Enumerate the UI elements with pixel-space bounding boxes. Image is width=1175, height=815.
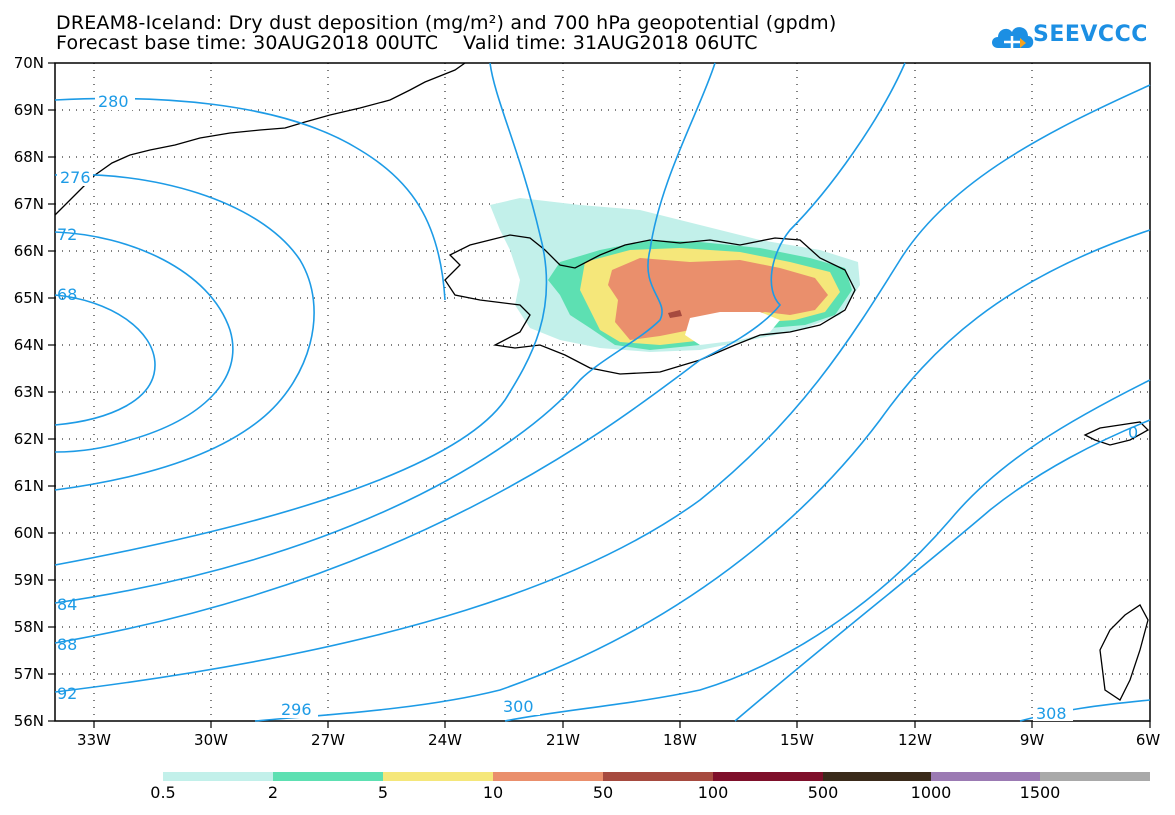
- contour-272: [54, 231, 234, 453]
- lat-label: 56N: [14, 712, 44, 730]
- colorbar-label: 1000: [910, 783, 952, 802]
- lon-label: 27W: [311, 731, 345, 749]
- contour-a: [54, 62, 548, 566]
- contour-276: [54, 173, 315, 491]
- lat-label: 66N: [14, 242, 44, 260]
- contour-label: 308: [1036, 704, 1067, 723]
- contour-label: 92: [57, 684, 77, 703]
- iceland-coast: [444, 234, 856, 375]
- lon-label: 15W: [780, 731, 814, 749]
- lat-label: 65N: [14, 289, 44, 307]
- lon-label: 18W: [663, 731, 697, 749]
- lon-label: 9W: [1020, 731, 1045, 749]
- logo-text: SEEVCCC: [1033, 22, 1148, 47]
- lat-label: 58N: [14, 618, 44, 636]
- contour-label: 0: [1128, 423, 1138, 442]
- contour-label: 280: [98, 92, 129, 111]
- dust-deposition-field: [490, 198, 860, 352]
- colorbar-swatch: [603, 772, 713, 781]
- axis-ticks: [48, 62, 1151, 728]
- lat-label: 63N: [14, 383, 44, 401]
- colorbar-label: 500: [807, 783, 839, 802]
- contour-288: [54, 62, 906, 644]
- colorbar-swatch: [383, 772, 493, 781]
- lat-label: 70N: [14, 54, 44, 72]
- lon-label: 33W: [77, 731, 111, 749]
- lat-label: 64N: [14, 336, 44, 354]
- contour-280: [54, 97, 446, 301]
- colorbar-label: 5: [377, 783, 389, 802]
- dust-white-gap: [685, 312, 780, 345]
- contour-296: [254, 229, 1151, 722]
- colorbar-swatch: [163, 772, 273, 781]
- colorbar-label: 100: [697, 783, 729, 802]
- geopotential-contours: [54, 62, 1151, 722]
- contour-labels: 280 276 72 68 84 88 92 296 300 0 308: [57, 92, 1138, 723]
- graticule: [55, 63, 1150, 721]
- colorbar: [163, 772, 1150, 781]
- dust-10-area: [608, 258, 828, 340]
- lat-label: 57N: [14, 665, 44, 683]
- lon-label: 30W: [194, 731, 228, 749]
- colorbar-label: 0.5: [150, 783, 176, 802]
- contour-label: 88: [57, 635, 77, 654]
- map-title-line2: Forecast base time: 30AUG2018 00UTC Vali…: [56, 32, 758, 54]
- seevccc-cloud-logo-icon: [992, 27, 1034, 48]
- colorbar-swatch: [493, 772, 603, 781]
- lat-label: 67N: [14, 195, 44, 213]
- contour-292: [54, 84, 1151, 693]
- dust-50-area: [668, 310, 682, 318]
- colorbar-swatch: [273, 772, 383, 781]
- latitude-labels: 70N 69N 68N 67N 66N 65N 64N 63N 62N 61N …: [14, 54, 44, 730]
- lat-label: 61N: [14, 477, 44, 495]
- lon-label: 21W: [546, 731, 580, 749]
- shetland-coast: [1099, 604, 1149, 701]
- map-frame: [54, 62, 1151, 722]
- lon-label: 12W: [898, 731, 932, 749]
- lon-label: 24W: [428, 731, 462, 749]
- contour-284: [54, 62, 716, 604]
- contour-label: 276: [60, 168, 91, 187]
- greenland-coast: [54, 62, 466, 216]
- coastlines: [54, 62, 1150, 701]
- colorbar-label: 50: [592, 783, 614, 802]
- lat-label: 59N: [14, 571, 44, 589]
- colorbar-label: 10: [482, 783, 504, 802]
- longitude-labels: 33W 30W 27W 24W 21W 18W 15W 12W 9W 6W: [77, 731, 1160, 749]
- colorbar-swatch: [1040, 772, 1150, 781]
- colorbar-swatch: [713, 772, 823, 781]
- colorbar-swatch: [823, 772, 931, 781]
- lon-label: 6W: [1136, 731, 1161, 749]
- contour-label: 84: [57, 595, 77, 614]
- contour-label: 296: [281, 700, 312, 719]
- contour-label: 300: [503, 697, 534, 716]
- map-title-line1: DREAM8-Iceland: Dry dust deposition (mg/…: [56, 12, 837, 34]
- contour-label: 68: [57, 285, 77, 304]
- colorbar-label: 1500: [1019, 783, 1061, 802]
- lat-label: 68N: [14, 148, 44, 166]
- lat-label: 62N: [14, 430, 44, 448]
- colorbar-label: 2: [267, 783, 279, 802]
- lat-label: 60N: [14, 524, 44, 542]
- colorbar-swatch: [931, 772, 1040, 781]
- lat-label: 69N: [14, 101, 44, 119]
- contour-304: [734, 419, 1151, 722]
- contour-300: [504, 379, 1151, 722]
- contour-label: 72: [57, 225, 77, 244]
- contour-268: [54, 294, 156, 426]
